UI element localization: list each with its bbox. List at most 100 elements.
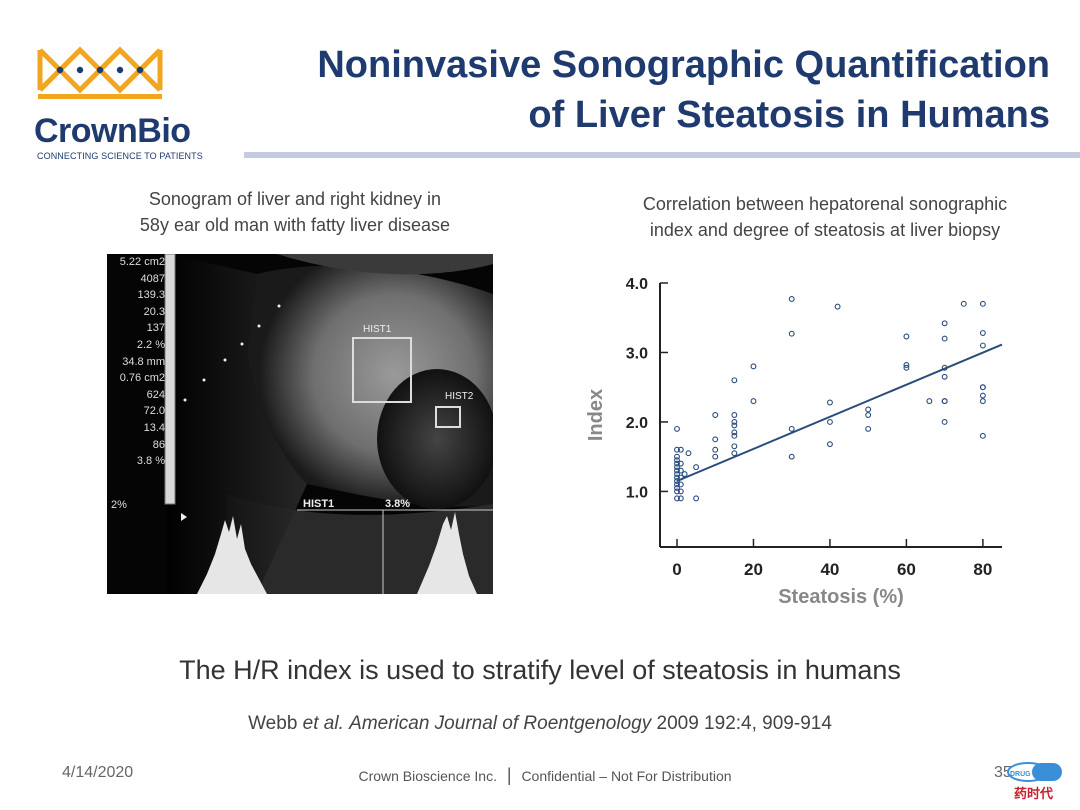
data-point [674,453,680,460]
histogram-label: HIST1 [303,498,335,510]
data-point [677,467,684,474]
trend-line [676,343,1003,482]
citation-authors: Webb [248,713,298,734]
badge-top-text: DRUG TIMES [1010,771,1054,778]
data-point [826,441,833,448]
data-point [750,398,757,405]
footer-company: Crown Bioscience Inc. [358,768,497,784]
data-point [865,412,872,418]
badge-bottom-text: 药时代 [1014,786,1053,802]
data-point [865,425,872,432]
data-point [674,471,680,478]
sonogram-caption-line-2: 58y ear old man with fatty liver disease [139,215,451,235]
data-point [712,436,719,443]
y-tick-label: 2.0 [626,415,648,432]
drug-times-badge: DRUG TIMES 药时代 [1007,762,1062,802]
data-point [788,453,795,460]
crownbio-logo-crown [37,46,163,99]
title-line-2: of Liver Steatosis in Humans [528,94,1050,136]
data-point [674,457,680,464]
data-point [941,335,948,342]
title-line-1: Noninvasive Sonographic Quantification [317,44,1050,86]
sonogram-measurement: 137 [146,322,165,335]
citation: Webb et al. American Journal of Roentgen… [0,713,1080,735]
data-point [674,425,680,432]
sonogram-image: 5.22 cm2 4087 139.3 20.3 137 2.2 % 34.8 mm 0.76… [107,254,493,594]
footer-confidential-text: Confidential – Not For Distribution [521,768,732,784]
x-tick-label: 40 [820,560,839,579]
histogram-left-value: 2% [111,499,127,511]
footer-date: 4/14/2020 [62,764,134,781]
data-point [979,300,986,307]
chart-caption: Correlation between hepatorenal sonograp… [580,191,1070,243]
data-point [979,392,986,399]
data-point [731,429,738,436]
data-point [979,384,986,391]
sonogram-measurement: 0.76 cm2 [119,372,165,385]
data-point [731,412,738,418]
sonogram-measurement: 3.8 % [136,455,165,468]
citation-et-al: et al. [302,713,344,734]
x-tick-label: 80 [973,560,992,579]
data-point [731,450,738,457]
data-point [731,422,738,429]
sonogram-measurement: 34.8 mm [122,355,165,368]
sonogram-measurement: 2.2 % [136,338,165,351]
data-point [926,398,933,405]
data-point [960,300,967,307]
data-point [731,443,738,450]
summary-statement: The H/R index is used to stratify level … [179,655,901,685]
brand-tagline: CONNECTING SCIENCE TO PATIENTS [37,151,203,161]
footer-separator: | [506,765,512,785]
sonogram-measurement: 86 [152,438,165,451]
data-point [685,450,692,457]
data-point [979,398,986,405]
data-point [674,460,680,467]
sonogram-caption: Sonogram of liver and right kidney in 58… [100,186,490,238]
data-point [788,330,795,337]
page-number: 35 [994,764,1012,781]
y-tick-label: 4.0 [626,276,648,293]
y-axis-label: Index [585,389,607,441]
data-point [941,418,948,425]
data-point [674,446,680,453]
data-point [941,320,948,327]
x-tick-label: 60 [897,560,916,579]
data-point [834,303,841,310]
x-tick-label: 20 [744,560,763,579]
data-point [788,296,795,302]
data-point [826,418,833,425]
data-point [693,495,700,502]
data-point [979,432,986,439]
sonogram-measurement: 4087 [140,272,165,285]
data-point [941,398,948,405]
data-point [731,377,738,384]
data-point [677,446,684,453]
data-point [826,399,833,406]
data-point [865,406,872,413]
data-point [979,342,986,349]
citation-journal: American Journal of Roentgenology [349,713,652,734]
data-point [677,495,684,502]
footer-confidential: Crown Bioscience Inc. | Confidential – N… [340,765,750,786]
sonogram-measurement: 13.4 [143,421,165,434]
sonogram-measurement: 139.3 [137,289,165,302]
data-point [674,481,680,488]
sonogram-measurement: 624 [146,388,165,401]
chart-caption-line-2: index and degree of steatosis at liver b… [649,220,1001,240]
data-point [712,453,719,460]
slide-title: Noninvasive Sonographic Quantification o… [230,40,1050,140]
chart-caption-line-1: Correlation between hepatorenal sonograp… [642,194,1008,214]
data-point [712,446,719,453]
data-point [731,432,738,439]
y-tick-label: 1.0 [626,484,648,501]
x-axis-label: Steatosis (%) [778,586,904,608]
data-point [731,418,738,425]
data-point [677,460,684,467]
data-point [674,464,680,471]
data-point [677,488,684,495]
data-point [674,495,680,502]
data-point [788,425,795,432]
brand-name: CrownBio [34,112,191,150]
data-point [674,467,680,474]
